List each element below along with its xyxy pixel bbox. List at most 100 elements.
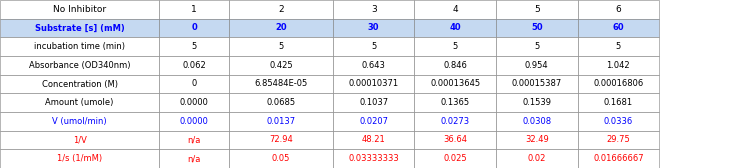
Text: 5: 5	[192, 42, 196, 51]
Text: 20: 20	[275, 24, 287, 32]
Bar	[496, 56, 578, 75]
Text: 5: 5	[616, 42, 621, 51]
Text: 72.94: 72.94	[269, 136, 293, 144]
Bar	[333, 0, 414, 19]
Bar	[578, 149, 659, 168]
Text: 32.49: 32.49	[525, 136, 549, 144]
Text: 6.85484E-05: 6.85484E-05	[254, 79, 307, 89]
Bar	[159, 37, 229, 56]
Text: 0.1037: 0.1037	[359, 98, 388, 107]
Bar	[333, 37, 414, 56]
Bar	[496, 37, 578, 56]
Text: 0.025: 0.025	[443, 154, 467, 163]
Bar	[159, 0, 229, 19]
Bar	[333, 75, 414, 93]
Bar	[414, 149, 496, 168]
Bar	[159, 93, 229, 112]
Bar	[159, 19, 229, 37]
Text: 50: 50	[531, 24, 543, 32]
Text: 6: 6	[615, 5, 621, 14]
Bar	[414, 19, 496, 37]
Text: 0.00010371: 0.00010371	[349, 79, 399, 89]
Text: incubation time (min): incubation time (min)	[34, 42, 125, 51]
Text: 29.75: 29.75	[606, 136, 630, 144]
Bar	[333, 56, 414, 75]
Bar	[0, 37, 159, 56]
Bar	[496, 149, 578, 168]
Bar	[333, 112, 414, 131]
Bar	[0, 19, 159, 37]
Text: No Inhibitor: No Inhibitor	[53, 5, 106, 14]
Text: 0.05: 0.05	[272, 154, 290, 163]
Bar	[414, 0, 496, 19]
Text: 0.0685: 0.0685	[267, 98, 295, 107]
Text: n/a: n/a	[187, 154, 201, 163]
Text: 1/s (1/mM): 1/s (1/mM)	[57, 154, 102, 163]
Text: 1: 1	[191, 5, 197, 14]
Bar	[496, 0, 578, 19]
Text: 0: 0	[191, 24, 197, 32]
Bar	[414, 75, 496, 93]
Bar	[578, 37, 659, 56]
Bar	[578, 19, 659, 37]
Text: 0.1681: 0.1681	[604, 98, 633, 107]
Text: 0.02: 0.02	[528, 154, 546, 163]
Bar	[229, 75, 333, 93]
Bar	[414, 112, 496, 131]
Bar	[159, 149, 229, 168]
Text: 5: 5	[371, 42, 376, 51]
Text: 5: 5	[279, 42, 283, 51]
Text: 0.0137: 0.0137	[267, 117, 295, 126]
Text: 1.042: 1.042	[606, 61, 630, 70]
Bar	[229, 149, 333, 168]
Text: Absorbance (OD340nm): Absorbance (OD340nm)	[29, 61, 131, 70]
Text: Amount (umole): Amount (umole)	[45, 98, 114, 107]
Bar	[159, 75, 229, 93]
Bar	[333, 149, 414, 168]
Text: 5: 5	[535, 42, 539, 51]
Text: 0.425: 0.425	[269, 61, 293, 70]
Bar	[496, 75, 578, 93]
Text: 40: 40	[449, 24, 461, 32]
Bar	[0, 56, 159, 75]
Bar	[0, 149, 159, 168]
Text: 0.1365: 0.1365	[441, 98, 470, 107]
Bar	[229, 56, 333, 75]
Text: 0: 0	[192, 79, 196, 89]
Text: 36.64: 36.64	[443, 136, 467, 144]
Bar	[578, 75, 659, 93]
Bar	[159, 131, 229, 149]
Bar	[578, 112, 659, 131]
Bar	[496, 112, 578, 131]
Text: 0.00013645: 0.00013645	[430, 79, 480, 89]
Text: 0.00015387: 0.00015387	[512, 79, 562, 89]
Text: 0.0000: 0.0000	[180, 98, 208, 107]
Bar	[333, 131, 414, 149]
Text: 2: 2	[278, 5, 284, 14]
Text: 0.954: 0.954	[525, 61, 549, 70]
Text: V (umol/min): V (umol/min)	[52, 117, 107, 126]
Bar	[0, 93, 159, 112]
Text: 0.0273: 0.0273	[441, 117, 470, 126]
Text: 0.846: 0.846	[443, 61, 467, 70]
Bar	[496, 19, 578, 37]
Text: 30: 30	[368, 24, 380, 32]
Bar	[414, 37, 496, 56]
Text: 5: 5	[534, 5, 540, 14]
Text: n/a: n/a	[187, 136, 201, 144]
Bar	[414, 93, 496, 112]
Text: 48.21: 48.21	[362, 136, 386, 144]
Text: 5: 5	[453, 42, 458, 51]
Text: 3: 3	[371, 5, 377, 14]
Bar	[578, 0, 659, 19]
Bar	[414, 131, 496, 149]
Bar	[333, 93, 414, 112]
Text: 0.643: 0.643	[362, 61, 386, 70]
Bar	[159, 56, 229, 75]
Bar	[496, 93, 578, 112]
Bar	[496, 131, 578, 149]
Bar	[0, 75, 159, 93]
Bar	[414, 56, 496, 75]
Bar	[159, 112, 229, 131]
Text: 0.0336: 0.0336	[604, 117, 633, 126]
